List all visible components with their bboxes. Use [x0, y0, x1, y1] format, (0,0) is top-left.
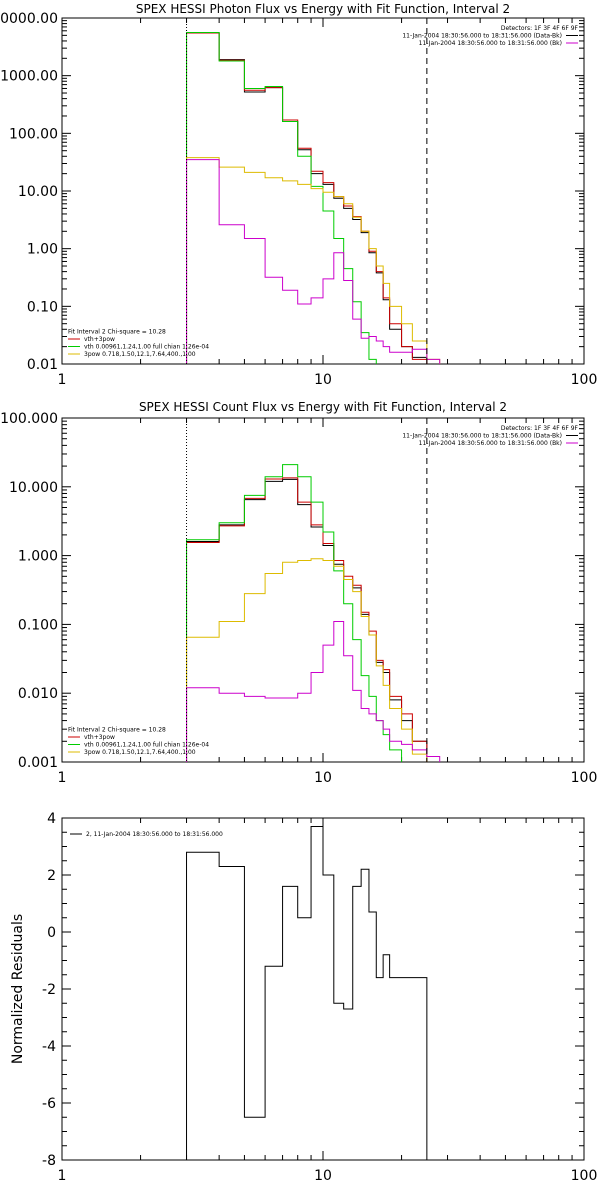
series-group [186, 464, 449, 762]
x-axis: 1 10 100 [58, 418, 598, 786]
y-tick-label: 0 [47, 925, 56, 941]
y-axis: 0.001 0.010 0.100 1.000 10.000 100.000 [0, 411, 584, 771]
y-axis-label: Normalized Residuals [10, 914, 26, 1064]
y-tick-label: 100.000 [0, 411, 58, 427]
x-tick-label: 1 [58, 1168, 67, 1184]
legend-entry: 3pow 0.718,1.50,12.1,7.64,400.,1.00 [84, 351, 196, 358]
legend-entry: 11-Jan-2004 18:30:56.000 to 18:31:56.000… [402, 433, 562, 440]
y-tick-label: 1000.00 [0, 69, 58, 85]
y-tick-label: 2 [47, 868, 56, 884]
legend-entry: 3pow 0.718,1.50,12.1,7.64,400.,1.00 [84, 749, 196, 756]
legend-entry: vth 0.00961,1.24,1.00 full chian 1.26e-0… [84, 742, 209, 749]
legend-entry: vth 0.00961,1.24,1.00 full chian 1.26e-0… [84, 344, 209, 351]
chart-panel-1: SPEX HESSI Photon Flux vs Energy with Fi… [0, 2, 597, 388]
series-line-2 [186, 32, 428, 364]
chart-panel-3: 1 10 100 -8 -6 -4 -2 0 2 4 Normalized Residuals 2, … [10, 811, 597, 1184]
x-tick-label: 10 [314, 372, 332, 388]
y-tick-label: 0.100 [18, 617, 58, 633]
y-tick-label: 4 [47, 811, 56, 827]
series-line-2 [186, 477, 428, 762]
y-tick-label: 10.00 [18, 184, 58, 200]
legend-entry: 11-Jan-2004 18:30:56.000 to 18:31:56.000… [419, 40, 562, 47]
y-axis: -8 -6 -4 -2 0 2 4 [42, 811, 584, 1169]
x-tick-label: 100 [571, 770, 598, 786]
chart-title: SPEX HESSI Count Flux vs Energy with Fit… [139, 400, 507, 414]
series-line-3 [186, 32, 391, 364]
legend: 2, 11-Jan-2004 18:30:56.000 to 18:31:56.… [70, 831, 223, 838]
x-axis: 1 10 100 [58, 818, 598, 1184]
legend-entry: 11-Jan-2004 18:30:56.000 to 18:31:56.000… [419, 440, 562, 447]
y-axis: 0.01 0.10 1.00 10.00 100.00 1000.00 10000.00 [0, 11, 584, 373]
x-tick-label: 100 [571, 372, 598, 388]
series-line-5 [186, 159, 441, 364]
legend-entry: 11-Jan-2004 18:30:56.000 to 18:31:56.000… [402, 33, 562, 40]
y-tick-label: 100.00 [9, 126, 58, 142]
legend-entry: Detectors: 1F 3F 4F 6F 9F [501, 25, 579, 32]
y-tick-label: 0.10 [27, 299, 58, 315]
y-tick-label: 0.001 [18, 755, 58, 771]
series-line-4 [186, 157, 449, 364]
series-line-1 [186, 32, 428, 364]
y-tick-label: 10000.00 [0, 11, 58, 27]
chart-title: SPEX HESSI Photon Flux vs Energy with Fi… [136, 2, 510, 16]
y-tick-label: -8 [42, 1153, 56, 1169]
legend-entry: 2, 11-Jan-2004 18:30:56.000 to 18:31:56.… [86, 831, 223, 838]
y-tick-label: -2 [42, 982, 56, 998]
series-group [186, 32, 449, 364]
legend-entry: vth+3pow [84, 336, 115, 343]
series-line-1 [186, 478, 428, 762]
y-tick-label: 10.000 [9, 480, 58, 496]
legend-entry: Fit Interval 2 Chi-square = 10.28 [68, 727, 166, 734]
series-line-1 [186, 826, 428, 1160]
legend-bottom-left: Fit Interval 2 Chi-square = 10.28vth+3po… [68, 727, 209, 756]
y-tick-label: 0.01 [27, 357, 58, 373]
plot-frame [61, 417, 585, 763]
series-line-5 [186, 621, 441, 762]
legend-bottom-left: Fit Interval 2 Chi-square = 10.28vth+3po… [68, 329, 209, 358]
x-tick-label: 10 [314, 770, 332, 786]
series-group [186, 826, 428, 1160]
y-tick-label: -4 [42, 1039, 56, 1055]
x-tick-label: 1 [58, 770, 67, 786]
x-tick-label: 1 [58, 372, 67, 388]
x-axis: 1 10 100 [58, 18, 598, 388]
y-tick-label: -6 [42, 1096, 56, 1112]
legend-entry: Detectors: 1F 3F 4F 6F 9F [501, 425, 579, 432]
series-line-4 [186, 558, 449, 762]
y-tick-label: 1.00 [27, 242, 58, 258]
legend-entry: Fit Interval 2 Chi-square = 10.28 [68, 329, 166, 336]
chart-panel-2: SPEX HESSI Count Flux vs Energy with Fit… [0, 400, 597, 786]
x-tick-label: 10 [314, 1168, 332, 1184]
x-tick-label: 100 [571, 1168, 598, 1184]
series-line-3 [186, 464, 428, 762]
y-tick-label: 1.000 [18, 549, 58, 565]
y-tick-label: 0.010 [18, 686, 58, 702]
legend-entry: vth+3pow [84, 734, 115, 741]
